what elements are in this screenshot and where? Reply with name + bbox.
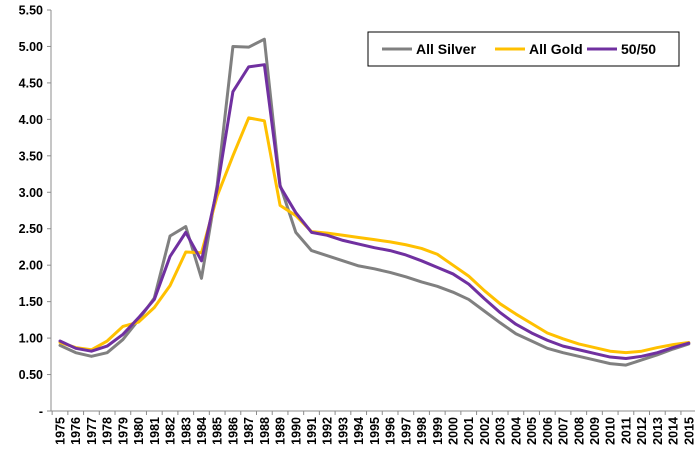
- x-tick-label: 2002: [478, 417, 492, 445]
- y-tick-label: 5.50: [19, 4, 43, 18]
- x-tick-label: 2011: [619, 417, 633, 444]
- x-axis-ticks: 1975 1976 1977 1978 1979 1980 1981 1982 1983 1984…: [51, 411, 696, 445]
- y-tick-label: -: [39, 405, 43, 419]
- x-tick-label: 1975: [54, 417, 68, 445]
- legend-label-50-50: 50/50: [621, 41, 656, 57]
- x-tick-label: 1997: [399, 417, 413, 445]
- series-line-all-gold: [58, 116, 691, 355]
- y-tick-label: 0.50: [19, 368, 43, 382]
- x-tick-label: 2006: [541, 417, 555, 445]
- x-tick-label: 1987: [242, 417, 256, 445]
- y-tick-label: 2.50: [19, 222, 43, 236]
- x-tick-label: 2015: [682, 417, 696, 445]
- x-tick-label: 2009: [588, 417, 602, 445]
- x-tick-label: 2000: [447, 417, 461, 445]
- x-tick-label: 1999: [431, 417, 445, 445]
- series-lines: [58, 37, 691, 367]
- x-tick-label: 1988: [258, 417, 272, 445]
- x-tick-label: 1982: [164, 417, 178, 445]
- x-tick-label: 1979: [116, 417, 130, 445]
- y-tick-label: 1.50: [19, 295, 43, 309]
- x-tick-label: 2013: [651, 417, 665, 445]
- series-line-all-silver: [58, 37, 691, 367]
- legend-label-all-gold: All Gold: [529, 41, 583, 57]
- x-tick-label: 2004: [509, 417, 523, 445]
- x-tick-label: 1995: [368, 417, 382, 445]
- y-tick-label: 2.00: [19, 259, 43, 273]
- x-tick-label: 2014: [667, 417, 681, 445]
- y-tick-label: 5.00: [19, 40, 43, 54]
- x-tick-label: 2003: [494, 417, 508, 445]
- x-tick-label: 1980: [132, 417, 146, 445]
- x-tick-label: 1985: [211, 417, 225, 445]
- x-tick-label: 1991: [305, 417, 319, 445]
- y-tick-label: 4.00: [19, 113, 43, 127]
- x-tick-label: 1993: [336, 417, 350, 445]
- x-tick-label: 2007: [557, 417, 571, 445]
- legend: All Silver All Gold 50/50: [367, 31, 680, 67]
- y-tick-label: 1.00: [19, 332, 43, 346]
- x-tick-label: 2001: [462, 417, 476, 445]
- x-tick-label: 1986: [226, 417, 240, 445]
- y-axis-ticks: - 0.50 1.00 1.50 2.00 2.50 3.00 3.50 4.00 4.50 5.0…: [19, 4, 51, 419]
- x-tick-label: 1983: [179, 417, 193, 445]
- x-tick-label: 1992: [321, 417, 335, 445]
- x-tick-label: 1978: [101, 417, 115, 445]
- series-line-50-50: [58, 63, 691, 361]
- x-tick-label: 1984: [195, 417, 209, 445]
- x-tick-label: 1998: [415, 417, 429, 445]
- x-tick-label: 2010: [604, 417, 618, 445]
- legend-label-all-silver: All Silver: [416, 41, 476, 57]
- x-tick-label: 2012: [635, 417, 649, 445]
- y-tick-label: 3.00: [19, 186, 43, 200]
- x-tick-label: 1976: [69, 417, 83, 445]
- y-tick-label: 4.50: [19, 76, 43, 90]
- x-tick-label: 1981: [148, 417, 162, 445]
- x-tick-label: 1996: [384, 417, 398, 445]
- x-tick-label: 1977: [85, 417, 99, 445]
- y-tick-label: 3.50: [19, 149, 43, 163]
- x-tick-label: 2005: [525, 417, 539, 445]
- x-tick-label: 2008: [572, 417, 586, 445]
- x-tick-label: 1990: [289, 417, 303, 445]
- x-tick-label: 1989: [274, 417, 288, 445]
- x-tick-label: 1994: [352, 417, 366, 445]
